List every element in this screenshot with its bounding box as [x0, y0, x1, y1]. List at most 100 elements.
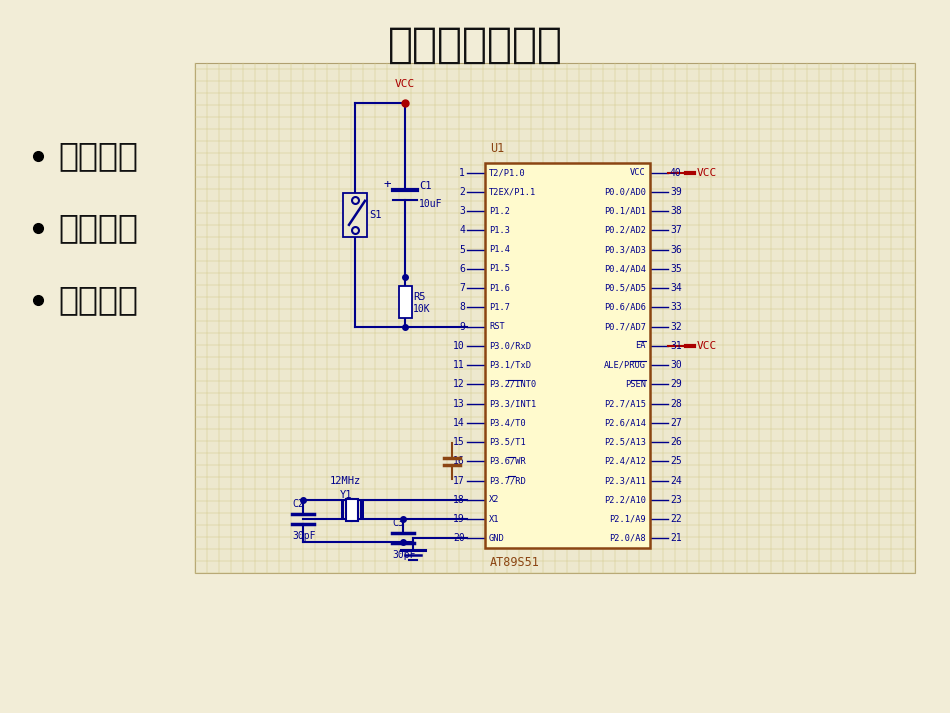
Bar — [360, 500, 364, 520]
Text: 26: 26 — [670, 437, 682, 447]
Text: 35: 35 — [670, 264, 682, 274]
Text: 10K: 10K — [413, 304, 430, 314]
Text: C1: C1 — [419, 181, 431, 191]
Text: 11: 11 — [453, 360, 465, 370]
Text: 2: 2 — [459, 187, 465, 197]
Text: P0.0/AD0: P0.0/AD0 — [604, 188, 646, 196]
Text: 30pF: 30pF — [292, 531, 315, 541]
Text: 13: 13 — [453, 399, 465, 409]
Text: P2.3/A11: P2.3/A11 — [604, 476, 646, 485]
Bar — [398, 286, 411, 317]
Text: 17: 17 — [453, 476, 465, 486]
Text: P2.4/A12: P2.4/A12 — [604, 457, 646, 466]
Text: P3.5/T1: P3.5/T1 — [489, 438, 525, 446]
Text: GND: GND — [489, 534, 504, 543]
Text: 30pF: 30pF — [392, 550, 415, 560]
Text: 37: 37 — [670, 225, 682, 235]
Text: 12MHz: 12MHz — [330, 476, 361, 486]
Text: C2: C2 — [292, 499, 304, 509]
Text: VCC: VCC — [395, 79, 415, 89]
Text: P3.2/INT0: P3.2/INT0 — [489, 380, 536, 389]
Text: 10: 10 — [453, 341, 465, 351]
Text: P1.7: P1.7 — [489, 303, 510, 312]
Text: P2.2/A10: P2.2/A10 — [604, 496, 646, 504]
Text: P3.0/RxD: P3.0/RxD — [489, 342, 531, 350]
Text: 25: 25 — [670, 456, 682, 466]
Text: T2/P1.0: T2/P1.0 — [489, 168, 525, 177]
Text: P3.6/WR: P3.6/WR — [489, 457, 525, 466]
Bar — [340, 500, 344, 520]
Text: AT89S51: AT89S51 — [490, 556, 540, 569]
Text: 38: 38 — [670, 206, 682, 216]
Text: +: + — [384, 178, 391, 191]
Text: 电源电路: 电源电路 — [58, 140, 138, 173]
Text: 34: 34 — [670, 283, 682, 293]
Text: 14: 14 — [453, 418, 465, 428]
Text: P2.5/A13: P2.5/A13 — [604, 438, 646, 446]
Text: 复位电路: 复位电路 — [58, 212, 138, 245]
Text: P0.6/AD6: P0.6/AD6 — [604, 303, 646, 312]
Text: 单片机最小系统: 单片机最小系统 — [388, 24, 562, 66]
Text: 33: 33 — [670, 302, 682, 312]
Text: 3: 3 — [459, 206, 465, 216]
Text: R5: R5 — [413, 292, 426, 302]
Text: 15: 15 — [453, 437, 465, 447]
Text: 7: 7 — [459, 283, 465, 293]
Text: 29: 29 — [670, 379, 682, 389]
Text: P3.3/INT1: P3.3/INT1 — [489, 399, 536, 408]
Text: 4: 4 — [459, 225, 465, 235]
Text: VCC: VCC — [630, 168, 646, 177]
Text: 39: 39 — [670, 187, 682, 197]
Text: P1.2: P1.2 — [489, 207, 510, 215]
Text: 40: 40 — [670, 168, 682, 178]
Text: ALE/PROG: ALE/PROG — [604, 361, 646, 369]
Text: P0.5/AD5: P0.5/AD5 — [604, 284, 646, 292]
Text: U1: U1 — [490, 142, 504, 155]
Text: T2EX/P1.1: T2EX/P1.1 — [489, 188, 536, 196]
Text: P1.6: P1.6 — [489, 284, 510, 292]
Text: 22: 22 — [670, 514, 682, 524]
Text: P0.3/AD3: P0.3/AD3 — [604, 245, 646, 254]
Text: P1.4: P1.4 — [489, 245, 510, 254]
Text: VCC: VCC — [697, 341, 717, 351]
Text: Y1: Y1 — [340, 491, 352, 501]
Text: 27: 27 — [670, 418, 682, 428]
Text: EA: EA — [636, 342, 646, 350]
Text: P0.1/AD1: P0.1/AD1 — [604, 207, 646, 215]
Text: P0.7/AD7: P0.7/AD7 — [604, 322, 646, 331]
Text: P2.6/A14: P2.6/A14 — [604, 419, 646, 427]
Text: 23: 23 — [670, 495, 682, 505]
Text: 20: 20 — [453, 533, 465, 543]
Text: 8: 8 — [459, 302, 465, 312]
Bar — [195, 63, 915, 573]
Text: 31: 31 — [670, 341, 682, 351]
Text: S1: S1 — [369, 210, 382, 220]
Text: P0.4/AD4: P0.4/AD4 — [604, 265, 646, 273]
Text: X1: X1 — [489, 515, 500, 523]
Text: 36: 36 — [670, 245, 682, 255]
Text: 5: 5 — [459, 245, 465, 255]
Bar — [343, 193, 367, 237]
Text: P3.1/TxD: P3.1/TxD — [489, 361, 531, 369]
Text: X2: X2 — [489, 496, 500, 504]
Text: C3: C3 — [392, 518, 404, 528]
Text: 19: 19 — [453, 514, 465, 524]
Text: 24: 24 — [670, 476, 682, 486]
Text: 10uF: 10uF — [419, 199, 443, 209]
Text: 12: 12 — [453, 379, 465, 389]
Text: 振荡电路: 振荡电路 — [58, 284, 138, 317]
Text: PSEN: PSEN — [625, 380, 646, 389]
Bar — [485, 163, 650, 548]
Text: 32: 32 — [670, 322, 682, 332]
Text: 6: 6 — [459, 264, 465, 274]
Text: P2.7/A15: P2.7/A15 — [604, 399, 646, 408]
Text: P1.3: P1.3 — [489, 226, 510, 235]
Text: RST: RST — [489, 322, 504, 331]
Text: 30: 30 — [670, 360, 682, 370]
Text: 21: 21 — [670, 533, 682, 543]
Text: VCC: VCC — [697, 168, 717, 178]
Text: P0.2/AD2: P0.2/AD2 — [604, 226, 646, 235]
Text: 16: 16 — [453, 456, 465, 466]
Text: P2.0/A8: P2.0/A8 — [609, 534, 646, 543]
Text: P1.5: P1.5 — [489, 265, 510, 273]
